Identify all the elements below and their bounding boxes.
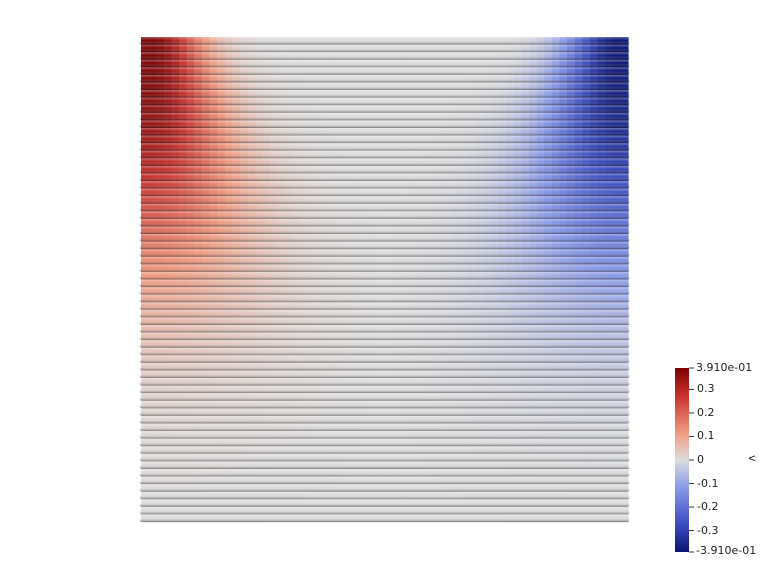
particle-row	[139, 97, 630, 106]
particle-row	[139, 400, 630, 409]
colorbar-tick-label: 0.2	[697, 405, 715, 419]
particle-row	[139, 196, 630, 204]
particle-row	[139, 317, 630, 325]
particle-row	[139, 370, 630, 379]
particle-row	[139, 506, 630, 515]
particle-row	[139, 446, 630, 454]
colorbar-tick-label: -0.2	[697, 500, 719, 514]
particle-row	[139, 188, 630, 197]
particle-row	[139, 294, 630, 303]
particle-row	[139, 279, 630, 288]
particle-row	[139, 143, 630, 151]
colorbar-max-label: 3.910e-01	[696, 361, 753, 374]
particle-row	[139, 423, 630, 432]
colorbar-ticks	[689, 367, 694, 553]
colorbar-tick-label: -0.1	[697, 476, 719, 490]
colorbar-tick-label: 0.1	[697, 429, 715, 443]
particle-row	[139, 120, 630, 128]
particle-row	[139, 37, 630, 45]
particle-row	[139, 324, 630, 333]
particle-row	[139, 271, 630, 280]
colorbar-tick-label: 0.3	[697, 382, 715, 396]
particle-row	[139, 44, 630, 53]
particle-row	[139, 514, 630, 522]
particle-row	[139, 468, 630, 477]
particle-row	[139, 135, 630, 144]
particle-row	[139, 287, 630, 295]
particle-row	[139, 355, 630, 363]
particle-row	[139, 234, 630, 242]
particle-row	[139, 249, 630, 257]
colorbar-min-label: -3.910e-01	[696, 544, 757, 557]
particle-row	[139, 499, 630, 507]
colorbar-tick-label: -0.3	[697, 523, 719, 537]
particle-row	[139, 476, 630, 485]
colorbar	[675, 368, 689, 552]
particle-row	[139, 302, 630, 310]
colorbar-tick-label: 0	[697, 453, 704, 466]
particle-row	[139, 59, 630, 68]
particle-row	[139, 52, 630, 60]
particle-row	[139, 491, 630, 500]
particle-row	[139, 105, 630, 113]
particle-row	[139, 226, 630, 235]
particle-row	[139, 180, 630, 189]
particle-row	[139, 385, 630, 394]
particle-row	[139, 150, 630, 159]
particle-row	[139, 203, 630, 212]
particle-row	[139, 415, 630, 424]
particle-row	[139, 438, 630, 447]
particle-row	[139, 74, 630, 83]
particle-row	[139, 158, 630, 166]
particle-row	[139, 165, 630, 174]
particle-row	[139, 408, 630, 416]
particle-row	[139, 393, 630, 401]
particle-row	[139, 67, 630, 75]
particle-row	[139, 173, 630, 181]
particle-row	[139, 82, 630, 91]
particle-row	[139, 241, 630, 250]
particle-row	[139, 431, 630, 439]
particle-row	[139, 362, 630, 371]
colorbar-title: v	[746, 455, 759, 462]
particle-row	[139, 453, 630, 462]
particle-row	[139, 340, 630, 348]
particle-row	[139, 264, 630, 272]
particle-row	[139, 378, 630, 386]
particle-row	[139, 347, 630, 356]
particle-row	[139, 112, 630, 121]
particle-row	[139, 332, 630, 341]
row-shading	[139, 37, 630, 522]
particle-row	[139, 309, 630, 318]
particle-row	[139, 256, 630, 265]
particle-row	[139, 461, 630, 469]
particle-row	[139, 218, 630, 227]
particle-row	[139, 90, 630, 98]
particle-row	[139, 211, 630, 219]
particle-row	[139, 484, 630, 492]
particle-row	[139, 127, 630, 136]
